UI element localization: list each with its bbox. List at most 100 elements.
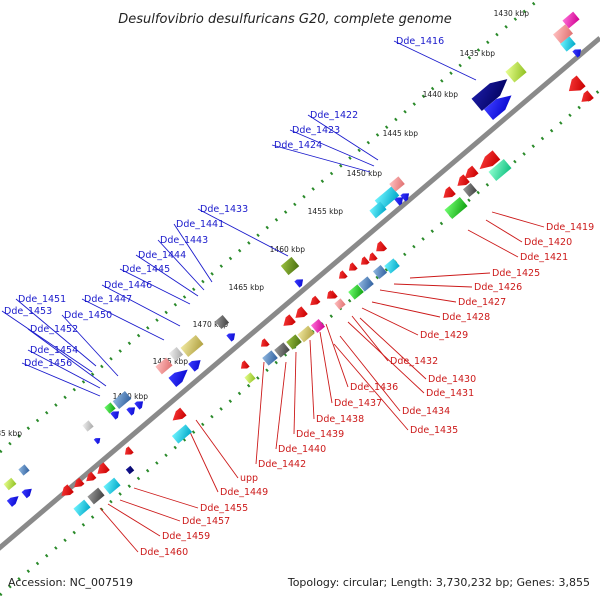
gene-box <box>553 24 573 44</box>
leader-line <box>275 361 287 450</box>
reverse-gene-arrow <box>86 471 97 482</box>
tick-label: 1435 kbp <box>460 49 496 58</box>
forward-gene-arrow <box>394 197 404 206</box>
gene-box <box>87 487 105 505</box>
gene-box <box>155 357 173 375</box>
gene-box <box>112 391 132 409</box>
leader-line <box>15 298 97 367</box>
gene-box <box>214 314 230 330</box>
tick-label: 1430 kbp <box>494 9 530 18</box>
leader-line <box>21 362 101 397</box>
gene-box <box>384 258 400 274</box>
forward-gene-arrow <box>126 407 136 416</box>
gene-label: Dde_1456 <box>24 358 72 369</box>
reverse-gene-arrow <box>457 174 470 186</box>
gene-box <box>244 372 256 384</box>
leader-line <box>27 328 107 387</box>
gene-label: Dde_1439 <box>296 429 344 440</box>
label-leader-lines <box>1 40 545 553</box>
gene-box <box>280 256 300 276</box>
ruler-outer <box>0 0 541 454</box>
gene-label: Dde_1450 <box>64 310 112 321</box>
leader-line <box>173 223 213 283</box>
reverse-gene-arrow <box>376 240 388 252</box>
forward-gene-arrow <box>21 488 32 499</box>
leader-line <box>393 40 477 81</box>
gene-label: Dde_1436 <box>350 382 398 393</box>
gene-box <box>103 477 121 495</box>
leader-line <box>1 310 93 373</box>
gene-box <box>358 276 374 292</box>
tick-label: 1465 kbp <box>229 283 265 292</box>
gene-label: Dde_1438 <box>316 414 364 425</box>
tick-label: 1455 kbp <box>308 207 344 216</box>
gene-box <box>297 325 315 343</box>
tick-label: 1460 kbp <box>270 245 306 254</box>
leader-line <box>361 307 419 336</box>
gene-box <box>286 334 302 350</box>
gene-box <box>73 499 91 517</box>
gene-box <box>171 424 193 444</box>
forward-gene-arrow <box>93 438 101 445</box>
gene-label: Dde_1441 <box>176 219 224 230</box>
tick-label: 1480 kbp <box>113 392 149 401</box>
leader-line <box>347 321 425 394</box>
leader-line <box>491 211 545 228</box>
gene-box <box>462 182 478 198</box>
leader-line <box>119 499 181 522</box>
leader-line <box>189 431 219 493</box>
leader-line <box>61 314 119 377</box>
leader-line <box>157 239 205 291</box>
gene-label: Dde_1428 <box>442 312 490 323</box>
gene-box <box>444 196 468 220</box>
gene-box <box>334 298 346 310</box>
leader-line <box>101 284 181 327</box>
leader-line <box>371 301 441 318</box>
gene-label: Dde_1453 <box>4 306 52 317</box>
forward-gene-arrow <box>226 333 236 342</box>
gene-label: Dde_1449 <box>220 487 268 498</box>
gene-label: Dde_1445 <box>122 264 170 275</box>
reverse-gene-arrow <box>260 338 270 347</box>
gene-box <box>125 465 135 475</box>
gene-label: Dde_1446 <box>104 280 152 291</box>
leader-line <box>135 254 199 297</box>
reverse-gene-arrow <box>581 90 594 102</box>
gene-label: Dde_1443 <box>160 235 208 246</box>
forward-gene-arrow <box>294 279 304 288</box>
forward-gene-arrow <box>6 496 19 507</box>
gene-label: Dde_1451 <box>18 294 66 305</box>
reverse-gene-arrow <box>464 165 479 179</box>
leader-line <box>339 335 401 412</box>
forward-gene-arrow <box>168 369 188 388</box>
reverse-gene-arrow <box>443 186 456 198</box>
genome-backbone <box>0 36 600 551</box>
reverse-gene-arrow <box>97 462 110 474</box>
tick-label: 1440 kbp <box>423 90 459 99</box>
reverse-gene-arrow <box>479 150 501 170</box>
gene-label: Dde_1444 <box>138 250 186 261</box>
reverse-gene-arrow <box>338 270 348 279</box>
gene-label: Dde_1425 <box>492 268 540 279</box>
gene-box <box>310 318 326 334</box>
reverse-gene-arrow <box>172 407 187 421</box>
gene-box <box>262 350 278 366</box>
gene-label: Dde_1460 <box>140 547 188 558</box>
gene-label: Dde_1421 <box>520 252 568 263</box>
gene-features <box>3 11 594 517</box>
gene-label: Dde_1427 <box>458 297 506 308</box>
gene-label: Dde_1420 <box>524 237 572 248</box>
leader-line <box>409 272 491 279</box>
gene-box <box>18 464 30 476</box>
gene-label: Dde_1434 <box>402 406 450 417</box>
gene-label: Dde_1422 <box>310 110 358 121</box>
leader-line <box>27 349 101 389</box>
leader-line <box>359 317 427 380</box>
gene-box <box>274 342 290 358</box>
leader-line <box>307 114 379 161</box>
leader-line <box>133 487 199 509</box>
leader-line <box>467 229 519 258</box>
leader-line <box>319 331 333 404</box>
leader-line <box>333 343 409 431</box>
